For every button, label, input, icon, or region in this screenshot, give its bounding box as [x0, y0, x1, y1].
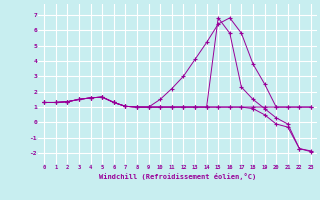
X-axis label: Windchill (Refroidissement éolien,°C): Windchill (Refroidissement éolien,°C) — [99, 173, 256, 180]
